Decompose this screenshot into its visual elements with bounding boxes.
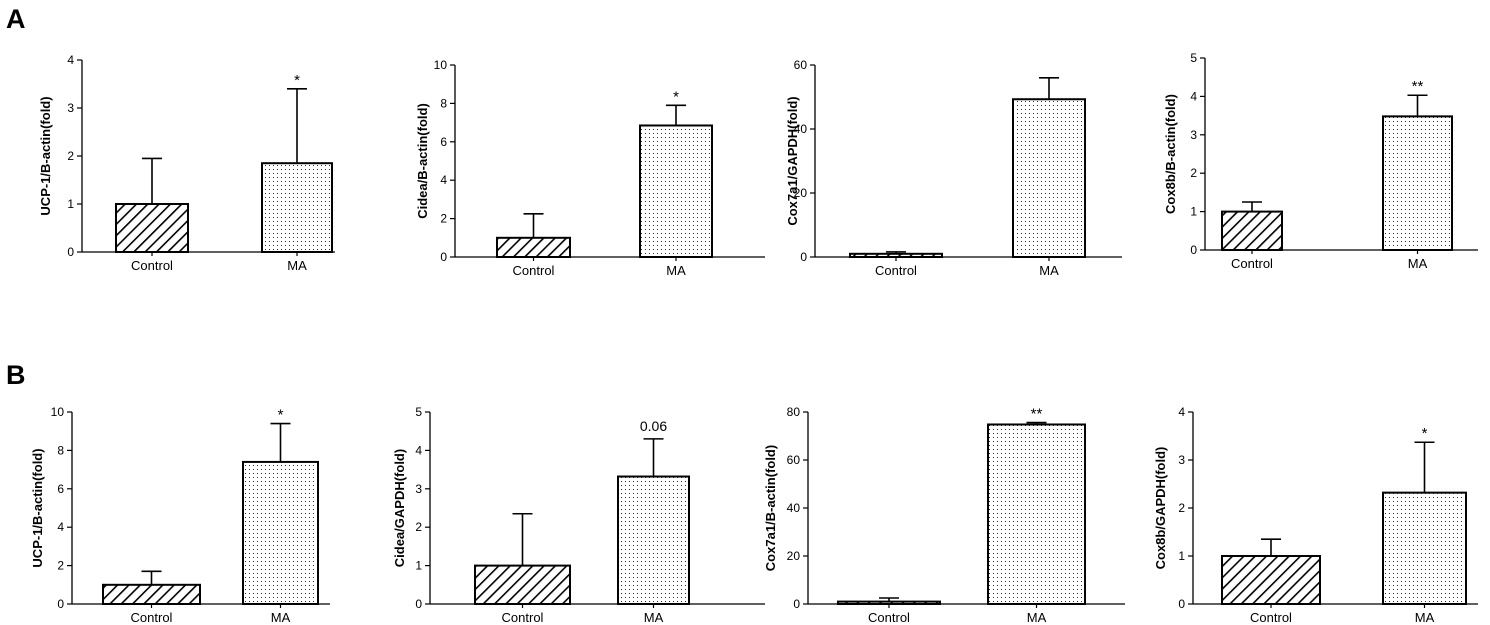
chart-4-x-tick-label: MA [271, 610, 291, 625]
chart-0-x-tick-label: Control [131, 258, 173, 273]
chart-2-bar-control [849, 252, 943, 259]
chart-4-y-axis-label: UCP-1/B-actin(fold) [30, 448, 45, 567]
chart-7-bar-ma [1382, 491, 1467, 606]
chart-0-y-tick-label: 4 [67, 53, 74, 67]
chart-4-bar-control [102, 583, 201, 605]
chart-3-x-tick-label: MA [1408, 256, 1428, 271]
chart-0-y-tick-label: 0 [67, 245, 74, 259]
chart-2-x-tick-label: MA [1039, 263, 1059, 278]
chart-1-significance-label: * [673, 88, 679, 105]
chart-2-y-axis-label: Cox7a1/GAPDH(fold) [785, 96, 800, 225]
chart-2-y-tick-label: 60 [794, 58, 808, 72]
chart-4-significance-label: * [278, 407, 284, 424]
chart-5-x-tick-label: MA [644, 610, 664, 625]
chart-4-y-tick-label: 8 [57, 443, 64, 457]
chart-6-y-tick-label: 20 [787, 549, 801, 563]
chart-1-y-tick-label: 4 [440, 173, 447, 187]
chart-6-x-tick-label: Control [868, 610, 910, 625]
chart-0-bar-control [115, 203, 189, 253]
chart-6-significance-label: ** [1031, 406, 1043, 423]
chart-1-bar-ma [639, 124, 713, 259]
chart-0-y-tick-label: 3 [67, 101, 74, 115]
chart-0-bar-ma [261, 162, 333, 253]
chart-0-y-axis-label: UCP-1/B-actin(fold) [38, 96, 53, 215]
chart-3-y-tick-label: 4 [1190, 89, 1197, 103]
chart-7-y-tick-label: 3 [1178, 453, 1185, 467]
chart-5-y-tick-label: 2 [415, 520, 422, 534]
chart-3-bar-control [1221, 210, 1283, 252]
chart-6-y-axis-label: Cox7a1/B-actin(fold) [763, 445, 778, 571]
chart-7-y-tick-label: 0 [1178, 597, 1185, 611]
chart-2-bar-ma [1012, 98, 1086, 258]
chart-7-y-axis-label: Cox8b/GAPDH(fold) [1153, 447, 1168, 570]
chart-3-y-tick-label: 1 [1190, 205, 1197, 219]
chart-4-y-tick-label: 6 [57, 482, 64, 496]
chart-3-y-tick-label: 3 [1190, 128, 1197, 142]
chart-6-y-tick-label: 80 [787, 405, 801, 419]
chart-0-significance-label: * [294, 72, 300, 89]
chart-3-y-tick-label: 2 [1190, 166, 1197, 180]
chart-1-x-tick-label: Control [513, 263, 555, 278]
chart-7-y-tick-label: 1 [1178, 549, 1185, 563]
chart-7-x-tick-label: Control [1250, 610, 1292, 625]
chart-1-y-tick-label: 10 [434, 58, 448, 72]
chart-1-y-tick-label: 6 [440, 135, 447, 149]
chart-0-y-tick-label: 2 [67, 149, 74, 163]
chart-5-bar-control [474, 564, 571, 605]
chart-5-y-tick-label: 4 [415, 443, 422, 457]
chart-5-y-tick-label: 0 [415, 597, 422, 611]
chart-3-bar-ma [1382, 115, 1453, 251]
chart-5-significance-label: 0.06 [640, 418, 667, 434]
panel-label-b: B [6, 360, 26, 390]
chart-2-y-tick-label: 0 [800, 250, 807, 264]
chart-2-y-tick-label: 20 [794, 186, 808, 200]
chart-7-significance-label: * [1422, 425, 1428, 442]
chart-1-y-tick-label: 8 [440, 96, 447, 110]
chart-6-y-tick-label: 0 [793, 597, 800, 611]
chart-7-bar-control [1221, 555, 1321, 605]
chart-5-y-tick-label: 3 [415, 482, 422, 496]
chart-6-x-tick-label: MA [1027, 610, 1047, 625]
chart-3-y-tick-label: 0 [1190, 243, 1197, 257]
chart-4-y-tick-label: 4 [57, 520, 64, 534]
chart-1-y-tick-label: 0 [440, 250, 447, 264]
chart-4-y-tick-label: 0 [57, 597, 64, 611]
chart-3-x-tick-label: Control [1231, 256, 1273, 271]
chart-2-y-tick-label: 40 [794, 122, 808, 136]
chart-1-x-tick-label: MA [666, 263, 686, 278]
chart-5-y-tick-label: 5 [415, 405, 422, 419]
chart-1-bar-control [496, 236, 571, 259]
chart-3-y-tick-label: 5 [1190, 51, 1197, 65]
chart-4-x-tick-label: Control [131, 610, 173, 625]
chart-6-bar-ma [987, 423, 1086, 606]
chart-5-y-axis-label: Cidea/GAPDH(fold) [392, 449, 407, 567]
chart-1-y-tick-label: 2 [440, 212, 447, 226]
chart-6-y-tick-label: 40 [787, 501, 801, 515]
chart-7-x-tick-label: MA [1415, 610, 1435, 625]
chart-7-y-tick-label: 2 [1178, 501, 1185, 515]
chart-5-y-tick-label: 1 [415, 559, 422, 573]
chart-1-y-axis-label: Cidea/B-actin(fold) [415, 103, 430, 219]
chart-3-significance-label: ** [1412, 78, 1424, 95]
chart-3-y-axis-label: Cox8b/B-actin(fold) [1163, 94, 1178, 214]
chart-6-bar-control [837, 600, 941, 605]
chart-0-x-tick-label: MA [287, 258, 307, 273]
chart-4-bar-ma [242, 460, 319, 606]
chart-6-y-tick-label: 60 [787, 453, 801, 467]
chart-7-y-tick-label: 4 [1178, 405, 1185, 419]
chart-4-y-tick-label: 2 [57, 559, 64, 573]
chart-5-bar-ma [617, 475, 690, 605]
chart-5-x-tick-label: Control [502, 610, 544, 625]
chart-2-x-tick-label: Control [875, 263, 917, 278]
chart-0-y-tick-label: 1 [67, 197, 74, 211]
panel-label-a: A [6, 4, 26, 34]
chart-4-y-tick-label: 10 [51, 405, 65, 419]
